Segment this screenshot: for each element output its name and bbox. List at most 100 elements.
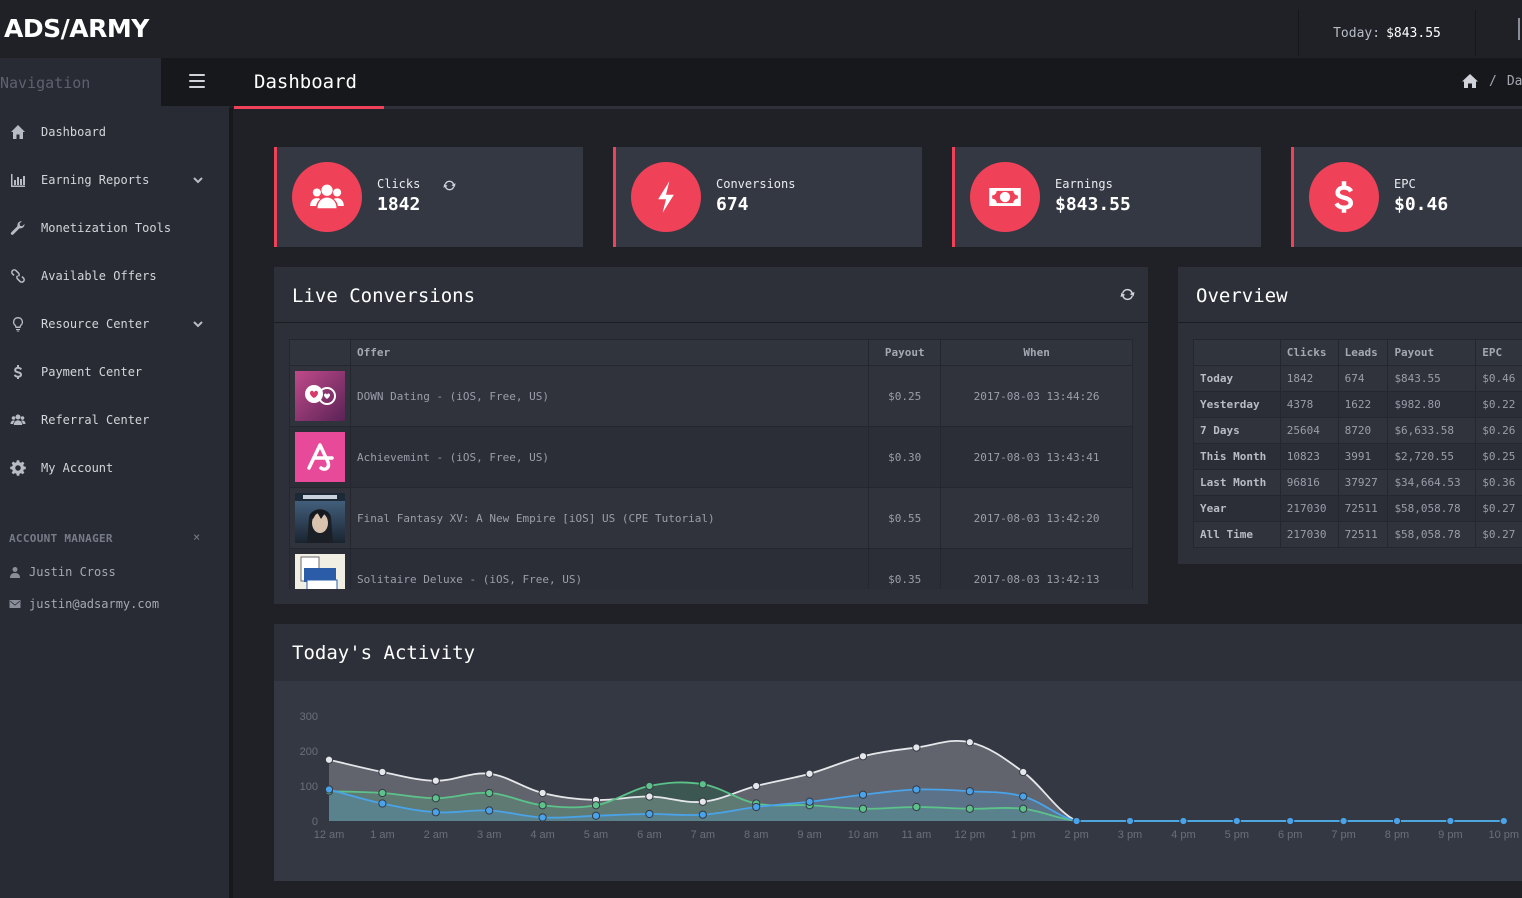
panel-header: Today's Activity [274,624,1522,680]
x-tick-label: 8 pm [1385,829,1409,841]
payout: $0.55 [868,487,942,549]
data-point [1499,816,1508,826]
x-tick-label: 5 pm [1225,829,1249,841]
row-label: All Time [1193,521,1281,548]
data-point [912,743,921,752]
stat-value: $843.55 [1055,194,1131,215]
clicks-cell: 25604 [1279,417,1339,444]
account-manager-email[interactable]: justin@adsarmy.com [9,597,159,611]
table-row: Year 217030 72511 $58,058.78 $0.27 [1193,495,1522,522]
data-point [538,801,547,810]
x-tick-label: 10 am [848,829,879,841]
payout: $0.25 [868,365,942,427]
page-title-underline [234,106,384,110]
y-tick-label: 300 [300,711,318,723]
sidebar-item-payment-center[interactable]: Payment Center [0,352,229,392]
panel-header: Live Conversions [274,267,1148,323]
data-point [858,752,868,761]
stat-label: Earnings [1055,177,1113,191]
sidebar-item-resource-center[interactable]: Resource Center [0,304,229,344]
data-point [324,755,334,764]
data-point [752,781,761,791]
menu-toggle-icon[interactable] [189,74,205,90]
data-point [378,799,387,808]
refresh-icon[interactable] [1120,287,1135,302]
dollar-icon [1309,162,1379,232]
data-point [1179,816,1188,826]
stat-label: EPC [1394,177,1416,191]
column-header-clicks: Clicks [1279,339,1339,366]
home-icon[interactable] [1461,73,1479,89]
sidebar-item-monetization-tools[interactable]: Monetization Tools [0,208,229,248]
x-tick-label: 10 pm [1489,829,1520,841]
row-label-header [1193,339,1281,366]
page-header-bar [161,58,1522,106]
panel-title: Today's Activity [292,642,476,664]
clicks-cell: 217030 [1279,521,1339,548]
achievemint-app-icon [294,432,345,482]
offer-thumbnail [289,487,351,549]
data-point [965,804,974,813]
account-manager-email-text: justin@adsarmy.com [29,597,160,611]
sidebar-item-referral-center[interactable]: Referral Center [0,400,229,440]
table-row[interactable]: Solitaire Deluxe - (iOS, Free, US) $0.35… [289,548,1133,589]
sidebar-item-earning-reports[interactable]: Earning Reports [0,160,229,200]
row-label: This Month [1193,443,1281,470]
table-row[interactable]: DOWN Dating - (iOS, Free, US) $0.25 2017… [289,365,1133,427]
table-row: Last Month 96816 37927 $34,664.53 $0.36 [1193,469,1522,496]
refresh-icon[interactable] [443,177,456,191]
data-point [485,806,494,815]
sidebar-item-dashboard[interactable]: Dashboard [0,112,229,152]
table-row[interactable]: Final Fantasy XV: A New Empire [iOS] US … [289,487,1133,549]
stat-card-clicks: Clicks 1842 [274,147,583,247]
x-tick-label: 6 am [637,829,661,841]
account-manager-name-text: Justin Cross [29,565,116,579]
x-tick-label: 11 am [902,829,932,841]
data-point [912,802,921,812]
column-header-when: When [940,339,1133,366]
chevron-down-icon [192,318,204,330]
logo[interactable]: ADS/ARMY [4,14,149,43]
x-tick-label: 3 pm [1118,829,1142,841]
payout-cell: $843.55 [1387,365,1477,392]
data-point [698,810,707,819]
leads-cell: 37927 [1337,469,1389,496]
home-icon [0,124,41,140]
leads-cell: 3991 [1337,443,1389,470]
offer-thumbnail [289,365,351,427]
payout: $0.35 [868,548,942,589]
offer-thumbnail [289,548,351,589]
clicks-cell: 10823 [1279,443,1339,470]
payout-cell: $2,720.55 [1387,443,1477,470]
series-area [329,782,1504,821]
today-value: $843.55 [1386,25,1441,41]
x-tick-label: 7 pm [1331,829,1355,841]
data-point [1019,792,1028,801]
user-menu-edge[interactable] [1518,18,1520,40]
epc-cell: $0.25 [1475,443,1522,470]
leads-cell: 72511 [1337,495,1389,522]
leads-cell: 674 [1337,365,1389,392]
close-icon[interactable]: × [193,530,201,544]
data-point [698,780,707,789]
payout-cell: $6,633.58 [1387,417,1477,444]
epc-cell: $0.36 [1475,469,1522,496]
data-point [485,769,494,778]
sidebar-item-label: Payment Center [41,365,143,379]
table-row[interactable]: Achievemint - (iOS, Free, US) $0.30 2017… [289,426,1133,488]
data-point [591,811,601,820]
sidebar-item-label: Resource Center [41,317,150,331]
data-point [1232,816,1241,826]
money-icon [970,162,1040,232]
offer-name: Final Fantasy XV: A New Empire [iOS] US … [349,487,870,549]
gear-icon [0,460,41,476]
sidebar-item-my-account[interactable]: My Account [0,448,229,488]
live-conversions-panel: Live Conversions Offer Payout When [274,267,1148,604]
data-point [912,785,921,794]
column-header-epc: EPC [1475,339,1522,366]
sidebar-item-available-offers[interactable]: Available Offers [0,256,229,296]
top-bar: ADS/ARMY Today: $843.55 [0,0,1522,58]
breadcrumb: / Da [1461,73,1522,89]
data-point [1392,816,1402,826]
breadcrumb-current: Da [1506,73,1522,89]
